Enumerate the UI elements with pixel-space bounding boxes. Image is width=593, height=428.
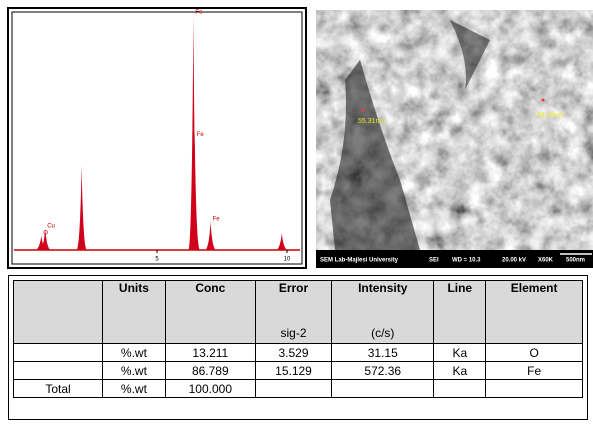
sem-footer-text: SEI bbox=[429, 258, 439, 264]
cell: Line bbox=[434, 281, 486, 344]
cell: %.wt bbox=[103, 344, 166, 362]
cell: Intensity(c/s) bbox=[332, 281, 434, 344]
cell: 15.129 bbox=[255, 362, 331, 380]
cell bbox=[332, 380, 434, 398]
cell: 86.789 bbox=[165, 362, 255, 380]
sem-marker bbox=[542, 99, 545, 102]
cell: Total bbox=[14, 380, 103, 398]
cell: 13.211 bbox=[165, 344, 255, 362]
cell bbox=[14, 344, 103, 362]
cell: Fe bbox=[486, 362, 583, 380]
cell: 100.000 bbox=[165, 380, 255, 398]
cell bbox=[255, 380, 331, 398]
cell: %.wt bbox=[103, 380, 166, 398]
cell: Conc bbox=[165, 281, 255, 344]
cell: 3.529 bbox=[255, 344, 331, 362]
sem-marker-label: 64.53nm bbox=[537, 112, 564, 119]
sem-footer-text: X60K bbox=[538, 258, 554, 264]
subheader: (c/s) bbox=[332, 326, 433, 340]
peak-label: Cu bbox=[47, 223, 55, 229]
sem-footer-text: 20.00 kV bbox=[502, 258, 526, 264]
cell: Units bbox=[103, 281, 166, 344]
sem-footer-text: 500nm bbox=[566, 258, 585, 264]
cell bbox=[14, 281, 103, 344]
page: 510OCuFeFeFe55.31nm64.53nmSEM Lab-Majles… bbox=[0, 0, 593, 428]
x-tick-label: 10 bbox=[284, 257, 291, 263]
cell: 572.36 bbox=[332, 362, 434, 380]
cell bbox=[434, 380, 486, 398]
peak-label: Fe bbox=[213, 216, 221, 222]
cell: O bbox=[486, 344, 583, 362]
sem-marker bbox=[362, 109, 365, 112]
cell: Element bbox=[486, 281, 583, 344]
cell: Ka bbox=[434, 344, 486, 362]
sem-footer-text: SEM Lab-Majlesi University bbox=[320, 258, 399, 264]
cell: %.wt bbox=[103, 362, 166, 380]
subheader: sig-2 bbox=[256, 326, 331, 340]
cell bbox=[14, 362, 103, 380]
cell: 31.15 bbox=[332, 344, 434, 362]
sem-footer-text: WD = 10.3 bbox=[452, 258, 481, 264]
cell: Ka bbox=[434, 362, 486, 380]
peak-label: Fe bbox=[195, 10, 203, 16]
sem-marker-label: 55.31nm bbox=[358, 118, 385, 125]
cell bbox=[486, 380, 583, 398]
peak-label: Fe bbox=[197, 132, 205, 138]
